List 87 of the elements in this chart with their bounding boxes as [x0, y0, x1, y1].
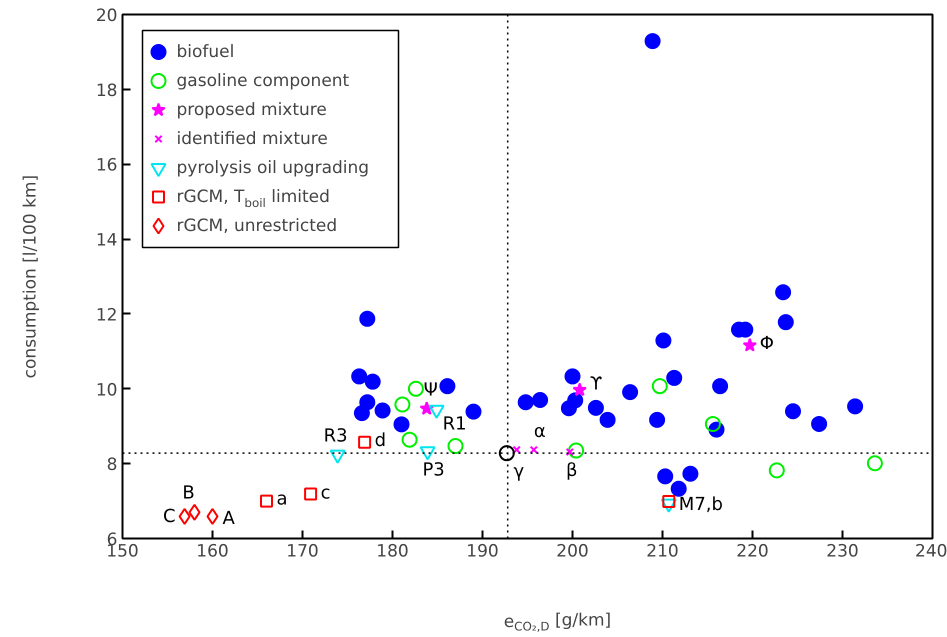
y-tick-label: 10 — [96, 380, 118, 400]
y-tick-label: 18 — [96, 80, 118, 101]
point — [560, 400, 577, 416]
annotation: β — [566, 460, 578, 482]
point — [662, 494, 676, 508]
point — [530, 446, 538, 454]
point — [666, 370, 682, 386]
x-tick-label: 190 — [466, 542, 499, 562]
annotation: α — [534, 420, 546, 442]
point — [351, 368, 368, 384]
legend-label: rGCM, unrestricted — [176, 216, 338, 236]
legend-label: biofuel — [176, 42, 234, 62]
y-tick-label: 12 — [96, 305, 118, 326]
annotation: d — [374, 430, 386, 451]
legend-label: proposed mixture — [176, 100, 327, 120]
point — [682, 466, 698, 482]
annotation: P3 — [422, 459, 445, 480]
y-tick-label: 14 — [96, 230, 118, 251]
point — [402, 432, 418, 448]
point — [439, 378, 456, 394]
point — [712, 378, 728, 394]
point — [811, 416, 828, 432]
annotation: c — [320, 482, 331, 504]
x-tick-label: 210 — [646, 542, 679, 562]
legend-label: pyrolysis oil upgrading — [176, 158, 370, 178]
point — [178, 508, 191, 525]
x-tick-label: 200 — [556, 542, 589, 562]
point — [847, 398, 864, 414]
annotation: a — [276, 488, 288, 510]
point — [649, 412, 666, 428]
point — [394, 396, 410, 412]
y-axis-title: consumption [l/100 km] — [20, 174, 40, 378]
annotation: γ — [513, 461, 524, 482]
point — [532, 392, 548, 408]
annotation: ϒ — [590, 373, 602, 394]
point — [512, 446, 521, 454]
annotation: B — [182, 482, 195, 504]
point — [670, 480, 687, 497]
point — [359, 310, 376, 327]
legend-label: gasoline component — [176, 71, 350, 91]
x-tick-label: 170 — [286, 542, 319, 562]
point — [466, 404, 482, 420]
point — [600, 412, 616, 428]
annotation: R1 — [442, 414, 467, 435]
point — [364, 374, 381, 390]
point — [498, 445, 515, 462]
point — [866, 455, 883, 472]
point — [622, 384, 638, 400]
point — [742, 338, 757, 352]
point — [354, 405, 370, 422]
x-tick-label: 180 — [376, 542, 409, 562]
annotation: Φ — [760, 332, 774, 354]
point — [374, 402, 391, 418]
annotation: A — [222, 508, 236, 529]
point — [778, 314, 794, 330]
legend-label: identified mixture — [176, 129, 328, 149]
point — [260, 494, 273, 508]
point — [785, 403, 801, 420]
annotation: R3 — [324, 426, 348, 447]
point — [657, 468, 674, 484]
x-tick-label: 160 — [196, 542, 229, 562]
point — [304, 487, 318, 500]
x-tick-label: 240 — [915, 542, 947, 562]
point — [775, 284, 792, 300]
annotation: C — [163, 506, 176, 527]
point — [566, 448, 574, 456]
point — [704, 416, 721, 432]
point — [408, 380, 424, 397]
point — [394, 416, 410, 432]
point — [448, 438, 464, 454]
annotation: Ψ — [424, 380, 438, 401]
y-tick-label: 8 — [106, 455, 118, 476]
annotation: M7,b — [678, 494, 723, 515]
point — [564, 368, 580, 384]
point — [644, 33, 661, 50]
point — [652, 378, 668, 394]
point — [572, 382, 587, 396]
x-tick-label: 220 — [736, 542, 769, 562]
y-tick-label: 20 — [96, 6, 118, 26]
x-tick-label: 230 — [826, 542, 859, 562]
point — [768, 462, 785, 478]
point — [655, 332, 672, 348]
point — [518, 394, 534, 410]
y-tick-label: 16 — [96, 156, 118, 176]
point — [588, 400, 604, 416]
point — [568, 442, 584, 459]
point — [358, 436, 372, 449]
